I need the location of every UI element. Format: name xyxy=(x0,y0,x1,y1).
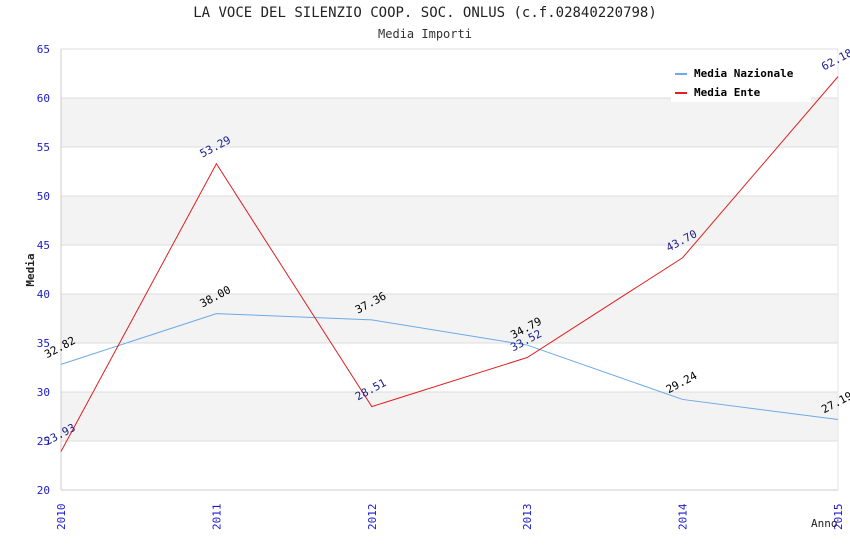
x-tick-label: 2013 xyxy=(521,504,534,531)
y-tick-label: 65 xyxy=(37,43,50,56)
x-tick-label: 2015 xyxy=(832,504,845,531)
x-tick-label: 2011 xyxy=(210,504,223,531)
legend: Media Nazionale Media Ente xyxy=(671,60,811,102)
legend-entry: Media Ente xyxy=(694,86,761,99)
axes xyxy=(60,49,839,491)
y-tick-label: 35 xyxy=(37,337,50,350)
series-line xyxy=(60,76,839,452)
y-tick-label: 40 xyxy=(37,288,50,301)
y-tick-label: 60 xyxy=(37,92,50,105)
plot-band xyxy=(61,294,838,343)
chart-subtitle: Media Importi xyxy=(378,27,472,41)
plot-band xyxy=(61,196,838,245)
plot-band xyxy=(61,98,838,147)
y-tick-label: 50 xyxy=(37,190,50,203)
y-tick-label: 30 xyxy=(37,386,50,399)
x-axis-label: Anno xyxy=(811,517,838,530)
y-axis-label: Media xyxy=(24,253,37,286)
y-tick-label: 25 xyxy=(37,435,50,448)
data-label: 62.18 xyxy=(819,46,850,73)
series-line xyxy=(60,313,839,421)
plot-bands xyxy=(61,98,838,441)
plot-band xyxy=(61,392,838,441)
series-lines xyxy=(60,76,839,452)
data-label: 23.93 xyxy=(42,421,77,448)
x-tick-labels: 2010 2011 2012 2013 2014 2015 xyxy=(55,503,845,530)
x-tick-label: 2010 xyxy=(55,504,68,531)
chart-title: LA VOCE DEL SILENZIO COOP. SOC. ONLUS (c… xyxy=(193,5,657,21)
grid-lines xyxy=(61,48,838,491)
legend-box xyxy=(671,60,811,102)
legend-entry: Media Nazionale xyxy=(694,67,794,80)
y-tick-label: 45 xyxy=(37,239,50,252)
y-tick-labels: 20 25 30 35 40 45 50 55 60 65 xyxy=(37,43,50,497)
x-tick-label: 2012 xyxy=(366,504,379,531)
y-tick-label: 20 xyxy=(37,484,50,497)
x-tick-label: 2014 xyxy=(677,503,690,530)
y-tick-label: 55 xyxy=(37,141,50,154)
